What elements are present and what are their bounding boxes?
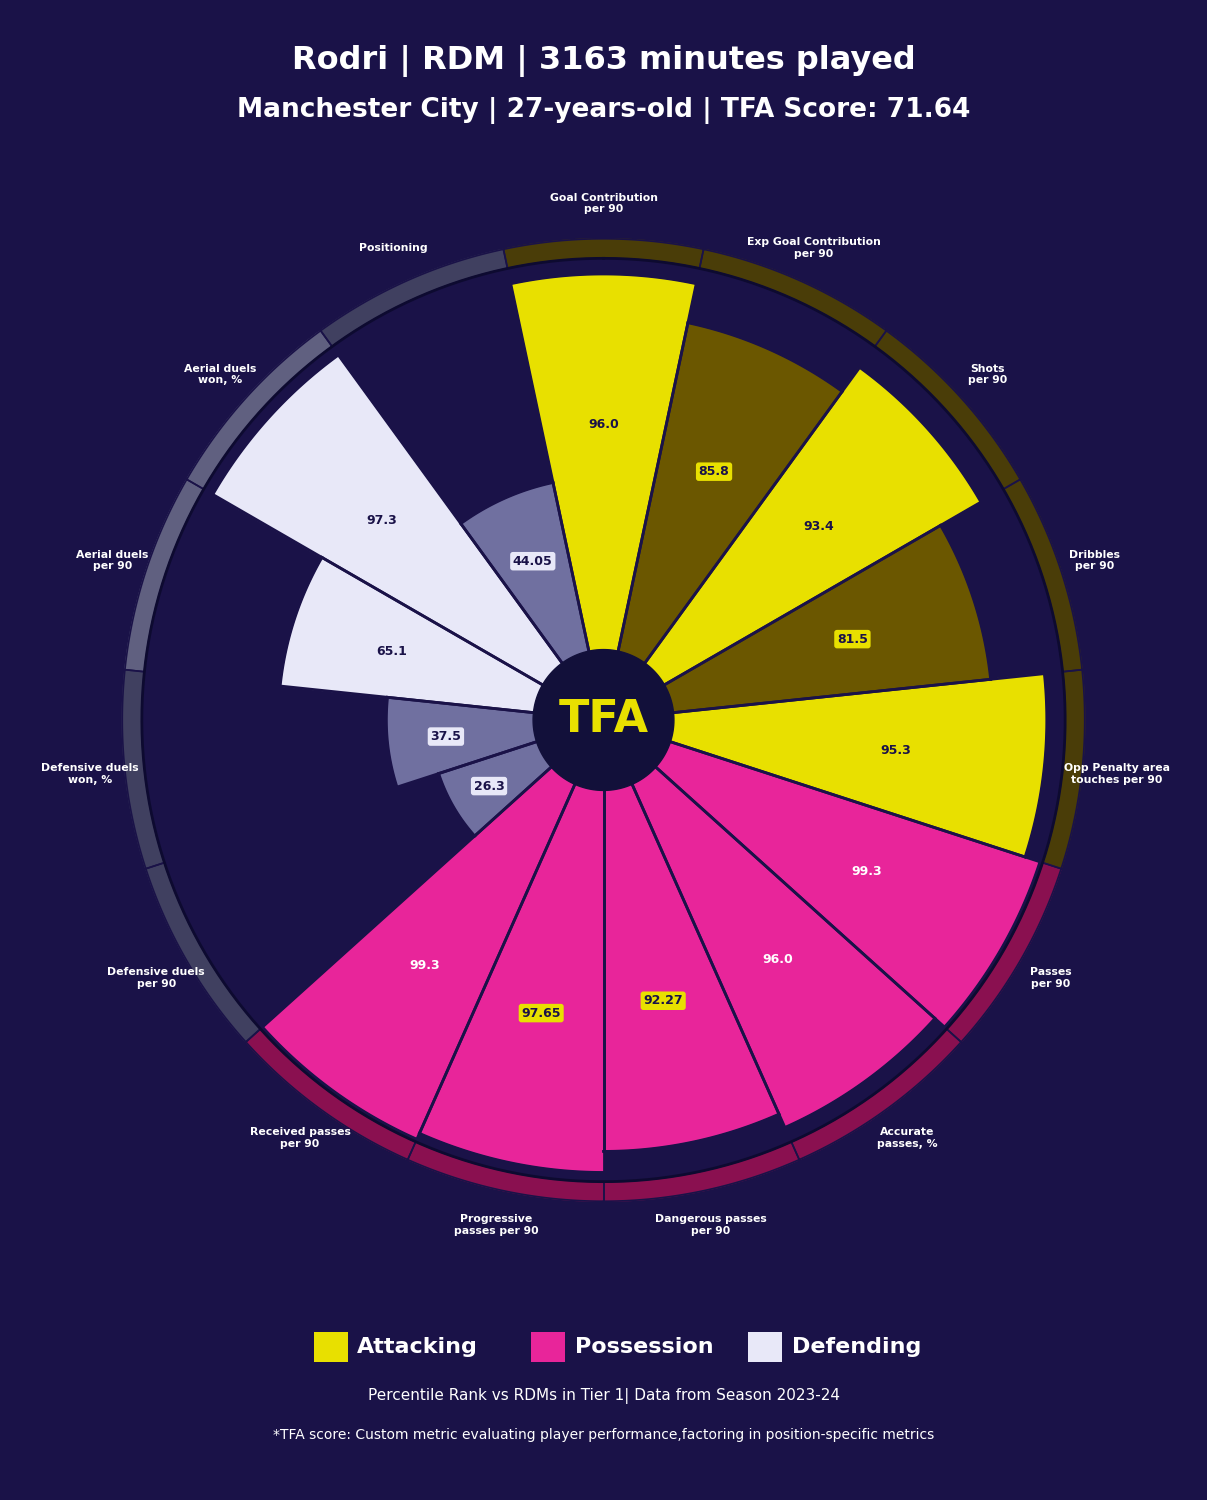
Text: Rodri | RDM | 3163 minutes played: Rodri | RDM | 3163 minutes played bbox=[292, 45, 915, 76]
Text: 96.0: 96.0 bbox=[762, 952, 793, 966]
Polygon shape bbox=[940, 489, 1062, 680]
Text: Positioning: Positioning bbox=[360, 243, 427, 254]
Polygon shape bbox=[187, 330, 332, 489]
Text: 81.5: 81.5 bbox=[836, 633, 868, 645]
Text: Progressive
passes per 90: Progressive passes per 90 bbox=[454, 1215, 538, 1236]
Polygon shape bbox=[246, 1029, 415, 1160]
Polygon shape bbox=[785, 1019, 946, 1142]
Polygon shape bbox=[386, 698, 537, 788]
Text: Accurate
passes, %: Accurate passes, % bbox=[876, 1126, 938, 1149]
Polygon shape bbox=[145, 489, 322, 686]
Polygon shape bbox=[124, 480, 204, 672]
Text: 96.0: 96.0 bbox=[588, 417, 619, 430]
Text: Exp Goal Contribution
per 90: Exp Goal Contribution per 90 bbox=[747, 237, 880, 260]
Polygon shape bbox=[1025, 672, 1065, 862]
Polygon shape bbox=[415, 1134, 604, 1182]
Polygon shape bbox=[946, 862, 1061, 1042]
Polygon shape bbox=[204, 346, 338, 495]
Polygon shape bbox=[511, 274, 696, 651]
Text: Aerial duels
won, %: Aerial duels won, % bbox=[183, 363, 256, 386]
Text: 99.3: 99.3 bbox=[410, 958, 441, 972]
Text: 92.27: 92.27 bbox=[643, 994, 683, 1006]
Polygon shape bbox=[670, 674, 1046, 856]
Text: TFA: TFA bbox=[559, 699, 648, 741]
Text: Dangerous passes
per 90: Dangerous passes per 90 bbox=[655, 1215, 766, 1236]
Polygon shape bbox=[618, 322, 842, 663]
Polygon shape bbox=[146, 862, 261, 1042]
Text: 97.65: 97.65 bbox=[521, 1007, 561, 1020]
Text: 95.3: 95.3 bbox=[881, 744, 911, 758]
Text: 99.3: 99.3 bbox=[851, 865, 881, 879]
Text: Goal Contribution
per 90: Goal Contribution per 90 bbox=[549, 194, 658, 214]
Polygon shape bbox=[438, 742, 552, 836]
Polygon shape bbox=[408, 1142, 604, 1202]
Polygon shape bbox=[1043, 669, 1085, 868]
Polygon shape bbox=[859, 346, 1003, 502]
Polygon shape bbox=[461, 483, 589, 663]
Text: Defending: Defending bbox=[792, 1336, 921, 1358]
Polygon shape bbox=[261, 1028, 416, 1142]
Text: 26.3: 26.3 bbox=[473, 780, 505, 792]
Text: Attacking: Attacking bbox=[357, 1336, 478, 1358]
Polygon shape bbox=[280, 558, 542, 712]
Text: 65.1: 65.1 bbox=[375, 645, 407, 657]
Polygon shape bbox=[875, 330, 1020, 489]
Text: Aerial duels
per 90: Aerial duels per 90 bbox=[76, 549, 148, 572]
Polygon shape bbox=[604, 1114, 792, 1182]
Text: Received passes
per 90: Received passes per 90 bbox=[250, 1126, 350, 1149]
Polygon shape bbox=[604, 1142, 799, 1202]
Text: Defensive duels
per 90: Defensive duels per 90 bbox=[107, 968, 205, 988]
Polygon shape bbox=[645, 368, 981, 686]
Polygon shape bbox=[142, 672, 397, 862]
Text: Manchester City | 27-years-old | TFA Score: 71.64: Manchester City | 27-years-old | TFA Sco… bbox=[237, 98, 970, 124]
Text: Defensive duels
won, %: Defensive duels won, % bbox=[41, 764, 139, 784]
Polygon shape bbox=[632, 766, 935, 1128]
Polygon shape bbox=[164, 774, 474, 1029]
Text: Possession: Possession bbox=[575, 1336, 713, 1358]
Polygon shape bbox=[604, 784, 779, 1152]
Polygon shape bbox=[321, 249, 507, 346]
Polygon shape bbox=[420, 784, 604, 1173]
Text: 37.5: 37.5 bbox=[431, 730, 461, 742]
Polygon shape bbox=[533, 650, 674, 790]
Polygon shape bbox=[503, 238, 704, 268]
Text: 85.8: 85.8 bbox=[699, 465, 729, 478]
Polygon shape bbox=[945, 862, 1043, 1029]
Polygon shape bbox=[332, 268, 553, 524]
Polygon shape bbox=[792, 1029, 961, 1160]
Text: 44.05: 44.05 bbox=[513, 555, 553, 567]
Polygon shape bbox=[212, 356, 562, 686]
Polygon shape bbox=[655, 742, 1040, 1028]
Text: *TFA score: Custom metric evaluating player performance,factoring in position-sp: *TFA score: Custom metric evaluating pla… bbox=[273, 1428, 934, 1442]
Polygon shape bbox=[262, 766, 575, 1138]
Text: Passes
per 90: Passes per 90 bbox=[1030, 968, 1072, 988]
Polygon shape bbox=[688, 268, 875, 392]
Polygon shape bbox=[700, 249, 886, 346]
Polygon shape bbox=[122, 669, 164, 868]
Polygon shape bbox=[665, 525, 991, 712]
Text: Dribbles
per 90: Dribbles per 90 bbox=[1069, 549, 1120, 572]
Text: Opp Penalty area
touches per 90: Opp Penalty area touches per 90 bbox=[1065, 764, 1170, 784]
Text: 93.4: 93.4 bbox=[804, 519, 834, 532]
Polygon shape bbox=[1003, 480, 1083, 672]
Text: Percentile Rank vs RDMs in Tier 1| Data from Season 2023-24: Percentile Rank vs RDMs in Tier 1| Data … bbox=[367, 1388, 840, 1404]
Text: Shots
per 90: Shots per 90 bbox=[968, 363, 1007, 386]
Text: 97.3: 97.3 bbox=[366, 513, 397, 526]
Polygon shape bbox=[507, 258, 700, 284]
